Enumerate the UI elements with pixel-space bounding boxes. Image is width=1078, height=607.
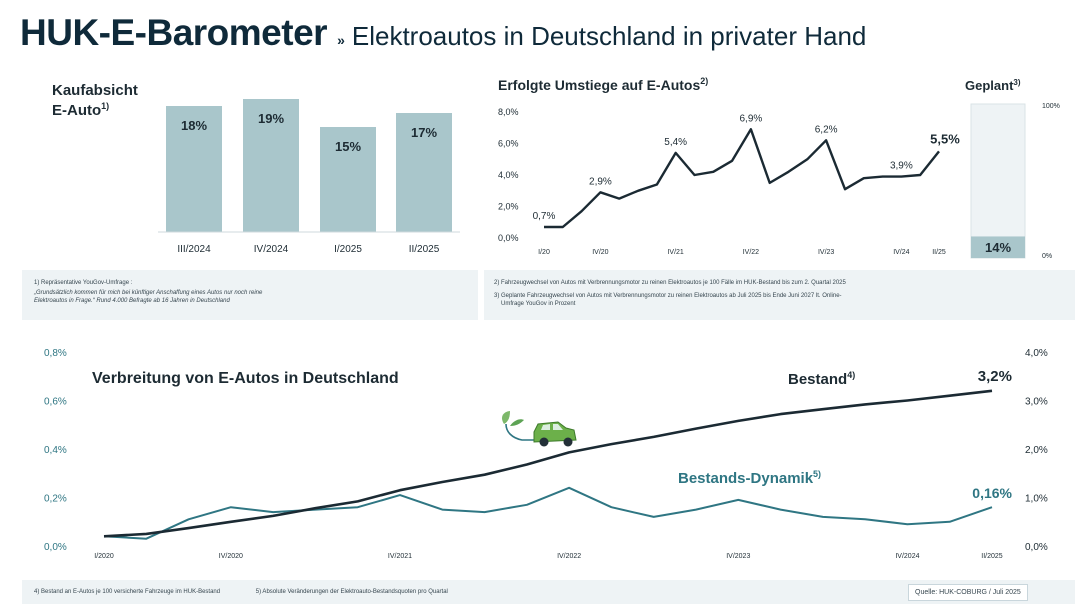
chart2-point-label-0: 0,7%	[533, 211, 556, 222]
x-tick-1: IV/2024	[254, 244, 289, 255]
chart2-ytick-2: 4,0%	[498, 170, 519, 180]
chart2-point-label-3: 6,9%	[740, 113, 763, 124]
chart2-ytick-1: 6,0%	[498, 139, 519, 149]
bar-label-3: 17%	[411, 125, 437, 140]
chart2-xtick-3: IV/22	[743, 249, 759, 256]
chart2-xtick-0: I/20	[538, 249, 550, 256]
bar-kaufabsicht-1	[243, 99, 299, 232]
chart2-xtick-4: IV/23	[818, 249, 834, 256]
chart2-point-label-4: 6,2%	[815, 124, 838, 135]
verbreitung-panel: Verbreitung von E-Autos in Deutschland 0,…	[22, 326, 1075, 576]
chart4-legend-dynamik: Bestands-Dynamik5)	[678, 469, 821, 487]
page-subtitle: Elektroautos in Deutschland in privater …	[351, 21, 867, 51]
chart2-point-label-5: 3,9%	[890, 161, 913, 172]
kaufabsicht-panel: Kaufabsicht E-Auto1) 18% III/2024 19% IV/2024…	[22, 62, 478, 268]
umstiege-panel: Erfolgte Umstiege auf E-Autos2) 8,0% 6,0% 4…	[484, 62, 1075, 268]
x-tick-3: II/2025	[409, 244, 440, 255]
chart1-title-line1: Kaufabsicht	[52, 82, 138, 99]
bar-label-1: 19%	[258, 111, 284, 126]
chart4-xtick-2: IV/2021	[388, 553, 412, 560]
umstiege-chart: Erfolgte Umstiege auf E-Autos2) 8,0% 6,0% 4…	[498, 76, 1060, 260]
chart3-bar-value	[971, 236, 1025, 258]
note-3-line1: 3) Geplante Fahrzeugwechsel von Autos mi…	[494, 293, 842, 299]
chart4-left-tick-0: 0,8%	[44, 348, 67, 359]
chart2-xtick-2: IV/21	[667, 249, 683, 256]
chevron-icon: »	[337, 32, 345, 48]
kaufabsicht-chart: Kaufabsicht E-Auto1) 18% III/2024 19% IV/2024…	[52, 82, 460, 255]
chart4-xtick-1: IV/2020	[219, 553, 243, 560]
chart4-xtick-5: IV/2024	[895, 553, 919, 560]
chart4-left-tick-2: 0,4%	[44, 445, 67, 456]
chart4-series-dynamik	[103, 486, 993, 540]
chart2-point-label-2: 5,4%	[664, 137, 687, 148]
chart2-title: Erfolgte Umstiege auf E-Autos2)	[498, 76, 708, 93]
chart4-left-tick-1: 0,6%	[44, 397, 67, 408]
bar-kaufabsicht-0	[166, 106, 222, 232]
note-2: 2) Fahrzeugwechsel von Autos mit Verbren…	[494, 280, 846, 286]
chart2-ytick-4: 0,0%	[498, 233, 519, 243]
chart4-right-tick-1: 3,0%	[1025, 397, 1048, 408]
chart3-title: Geplant3)	[965, 78, 1021, 93]
chart4-right-tick-2: 2,0%	[1025, 445, 1048, 456]
chart2-xtick-1: IV/20	[592, 249, 608, 256]
chart4-end-label-dynamik: 0,16%	[972, 485, 1012, 501]
chart4-xtick-3: IV/2022	[557, 553, 581, 560]
chart4-end-label-bestand: 3,2%	[978, 368, 1012, 385]
note-1-line2: „Grundsätzlich kommen für mich bei künft…	[34, 290, 263, 296]
electric-car-icon	[502, 411, 577, 447]
notes-panel-2: 2) Fahrzeugwechsel von Autos mit Verbren…	[484, 270, 1075, 320]
chart2-xtick-6: II/25	[932, 249, 946, 256]
bar-label-2: 15%	[335, 139, 361, 154]
chart2-series-line	[544, 128, 940, 229]
x-tick-2: I/2025	[334, 244, 362, 255]
x-tick-0: III/2024	[177, 244, 211, 255]
chart4-legend-bestand: Bestand4)	[788, 370, 855, 388]
chart2-ytick-3: 2,0%	[498, 202, 519, 212]
chart4-xtick-4: IV/2023	[726, 553, 750, 560]
note-1-line3: Elektroautos in Frage.“ Rund 4.000 Befra…	[34, 298, 230, 304]
chart4-xtick-0: I/2020	[94, 553, 114, 560]
chart3-ytick-top: 100%	[1042, 103, 1060, 110]
chart3-ytick-bottom: 0%	[1042, 253, 1052, 260]
chart4-xtick-6: II/2025	[981, 553, 1003, 560]
verbreitung-chart: Verbreitung von E-Autos in Deutschland 0,…	[44, 348, 1048, 560]
chart1-title-line2: E-Auto1)	[52, 101, 109, 119]
chart4-right-tick-0: 4,0%	[1025, 348, 1048, 359]
chart2-xtick-5: IV/24	[893, 249, 909, 256]
bar-label-0: 18%	[181, 118, 207, 133]
chart2-point-label-1: 2,9%	[589, 176, 612, 187]
note-4: 4) Bestand an E-Autos je 100 versicherte…	[34, 589, 221, 595]
note-3-line2: Umfrage YouGov in Prozent	[501, 301, 576, 307]
note-5: 5) Absolute Veränderungen der Elektroaut…	[255, 589, 448, 595]
page-header: HUK-E-Barometer » Elektroautos in Deutsc…	[20, 12, 866, 54]
chart2-ytick-0: 8,0%	[498, 107, 519, 117]
chart4-right-tick-3: 1,0%	[1025, 494, 1048, 505]
chart3-bar-label: 14%	[985, 240, 1011, 255]
chart4-series-bestand	[103, 389, 993, 538]
note-1-line1: 1) Repräsentative YouGov-Umfrage :	[34, 280, 133, 286]
bar-kaufabsicht-3	[396, 113, 452, 232]
brand-title: HUK-E-Barometer	[20, 12, 328, 53]
bar-kaufabsicht-2	[320, 127, 376, 232]
chart4-left-tick-3: 0,2%	[44, 494, 67, 505]
notes-panel-3: 4) Bestand an E-Autos je 100 versicherte…	[22, 580, 1075, 604]
chart4-title: Verbreitung von E-Autos in Deutschland	[92, 370, 399, 387]
source-label: Quelle: HUK-COBURG / Juli 2025	[908, 584, 1028, 601]
chart4-left-tick-4: 0,0%	[44, 542, 67, 553]
chart2-point-label-6: 5,5%	[930, 131, 960, 146]
chart3-bar-track	[970, 103, 1026, 259]
notes-panel-1: 1) Repräsentative YouGov-Umfrage : „Grun…	[22, 270, 478, 320]
chart4-right-tick-4: 0,0%	[1025, 542, 1048, 553]
